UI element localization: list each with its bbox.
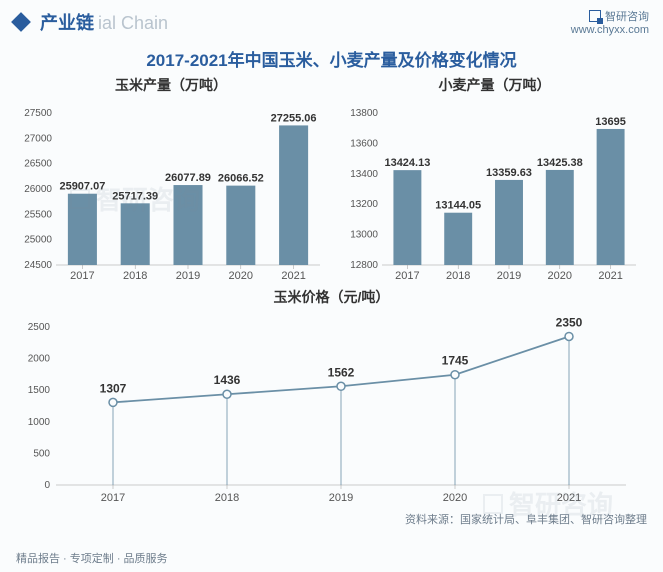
svg-text:13424.13: 13424.13 [384,157,430,169]
svg-text:2350: 2350 [556,315,583,329]
corn-chart-title: 玉米产量（万吨） [16,75,326,95]
svg-text:2017: 2017 [101,492,125,504]
svg-text:2019: 2019 [329,492,353,504]
svg-text:1000: 1000 [28,417,51,428]
svg-text:2017: 2017 [395,270,419,282]
wheat-chart-title: 小麦产量（万吨） [342,75,647,95]
svg-text:25717.39: 25717.39 [112,190,158,202]
svg-text:13600: 13600 [350,138,378,149]
diamond-icon [11,12,31,32]
svg-text:2018: 2018 [215,492,239,504]
page-title: 产业链ial Chain [40,9,168,35]
svg-text:2000: 2000 [28,354,51,365]
svg-text:2500: 2500 [28,322,51,333]
svg-text:2021: 2021 [598,270,622,282]
title-cn: 产业链 [40,13,94,33]
wheat-bar-chart: 12800 13000 13200 13400 13600 13800 13424.13 20… [342,97,642,287]
svg-text:13359.63: 13359.63 [486,167,532,179]
top-row: 玉米产量（万吨） 2450025000255002600026500270002… [0,75,663,287]
brand-url: www.chyxx.com [571,24,649,36]
svg-text:27255.06: 27255.06 [271,112,317,124]
brand-logo: 智研咨询 [571,8,649,24]
brand-name: 智研咨询 [605,8,649,24]
header: 产业链ial Chain 智研咨询 www.chyxx.com [0,0,663,40]
svg-text:2021: 2021 [281,270,305,282]
svg-text:2020: 2020 [548,270,572,282]
svg-text:500: 500 [33,448,50,459]
svg-text:26077.89: 26077.89 [165,172,211,184]
wheat-chart-cell: 小麦产量（万吨） 1280013000132001340013600138001… [342,75,647,287]
main-title: 2017-2021年中国玉米、小麦产量及价格变化情况 [0,46,663,71]
svg-text:1436: 1436 [214,373,241,387]
title-en: ial Chain [98,13,168,33]
svg-text:13200: 13200 [350,199,378,210]
svg-text:1562: 1562 [328,365,355,379]
svg-text:2021: 2021 [557,492,581,504]
header-right: 智研咨询 www.chyxx.com [571,8,649,36]
price-chart-title: 玉米价格（元/吨） [16,287,647,307]
svg-text:12800: 12800 [350,260,378,271]
svg-text:1307: 1307 [100,381,127,395]
svg-text:13695: 13695 [595,116,626,128]
svg-text:27500: 27500 [24,108,52,119]
svg-text:2019: 2019 [497,270,521,282]
svg-text:25907.07: 25907.07 [59,181,105,193]
svg-text:13425.38: 13425.38 [537,157,583,169]
svg-text:13800: 13800 [350,108,378,119]
svg-text:2019: 2019 [176,270,200,282]
bottom-row: 玉米价格（元/吨） 0 500 1000 1500 2000 2500 1307 2017 14… [0,287,663,509]
svg-text:27000: 27000 [24,133,52,144]
svg-text:26066.52: 26066.52 [218,173,264,185]
svg-text:0: 0 [44,480,50,491]
svg-text:25000: 25000 [24,235,52,246]
svg-text:26000: 26000 [24,184,52,195]
svg-text:1745: 1745 [442,354,469,368]
header-left: 产业链ial Chain [14,9,168,35]
svg-text:13144.05: 13144.05 [435,200,481,212]
corn-bar-chart: 24500 25000 25500 26000 26500 27000 27500 25907… [16,97,326,287]
svg-text:2020: 2020 [229,270,253,282]
svg-text:2018: 2018 [446,270,470,282]
svg-text:13000: 13000 [350,230,378,241]
svg-text:25500: 25500 [24,209,52,220]
price-line-chart: 0 500 1000 1500 2000 2500 1307 2017 1436 2018 1562… [16,309,646,509]
svg-text:24500: 24500 [24,260,52,271]
svg-text:13400: 13400 [350,169,378,180]
source-text: 资料来源：国家统计局、阜丰集团、智研咨询整理 [0,509,663,527]
svg-text:2017: 2017 [70,270,94,282]
logo-icon [589,10,601,22]
svg-text:26500: 26500 [24,159,52,170]
svg-text:2018: 2018 [123,270,147,282]
corn-chart-cell: 玉米产量（万吨） 2450025000255002600026500270002… [16,75,326,287]
svg-text:2020: 2020 [443,492,467,504]
svg-text:1500: 1500 [28,385,51,396]
footer: 精品报告 · 专项定制 · 品质服务 [0,550,663,566]
footer-left: 精品报告 · 专项定制 · 品质服务 [16,550,168,566]
